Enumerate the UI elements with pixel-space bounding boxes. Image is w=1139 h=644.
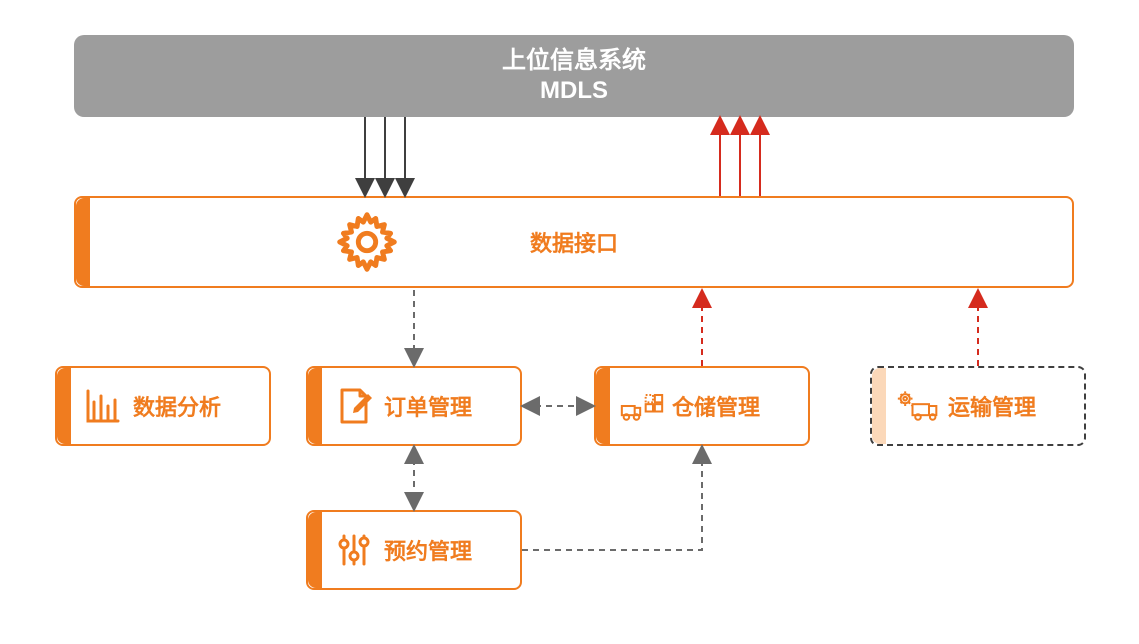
document-edit-icon: [332, 384, 376, 428]
data-interface-box: 数据接口: [74, 196, 1074, 288]
order-mgmt-box: 订单管理: [306, 366, 522, 446]
order-mgmt-tab: [308, 368, 322, 444]
gear-icon: [336, 211, 398, 273]
transport-mgmt-tab: [872, 368, 886, 444]
transport-mgmt-label: 运输管理: [948, 390, 1036, 422]
top-title-line1: 上位信息系统: [502, 46, 646, 76]
warehouse-mgmt-tab: [596, 368, 610, 444]
bar-chart-icon: [81, 384, 125, 428]
data-analysis-tab: [57, 368, 71, 444]
data-analysis-box: 数据分析: [55, 366, 271, 446]
sliders-icon: [332, 528, 376, 572]
data-interface-tab: [76, 198, 90, 286]
data-analysis-label: 数据分析: [133, 390, 221, 422]
appointment-mgmt-tab: [308, 512, 322, 588]
transport-mgmt-box: 运输管理: [870, 366, 1086, 446]
data-interface-label: 数据接口: [530, 226, 618, 258]
warehouse-truck-icon: [620, 384, 664, 428]
gear-truck-icon: [896, 384, 940, 428]
appointment-mgmt-label: 预约管理: [384, 534, 472, 566]
top-system-box: 上位信息系统 MDLS: [74, 35, 1074, 117]
arrow-appointment-to-warehouse: [522, 448, 702, 550]
appointment-mgmt-box: 预约管理: [306, 510, 522, 590]
top-title-line2: MDLS: [540, 76, 608, 106]
warehouse-mgmt-box: 仓储管理: [594, 366, 810, 446]
order-mgmt-label: 订单管理: [384, 390, 472, 422]
warehouse-mgmt-label: 仓储管理: [672, 390, 760, 422]
